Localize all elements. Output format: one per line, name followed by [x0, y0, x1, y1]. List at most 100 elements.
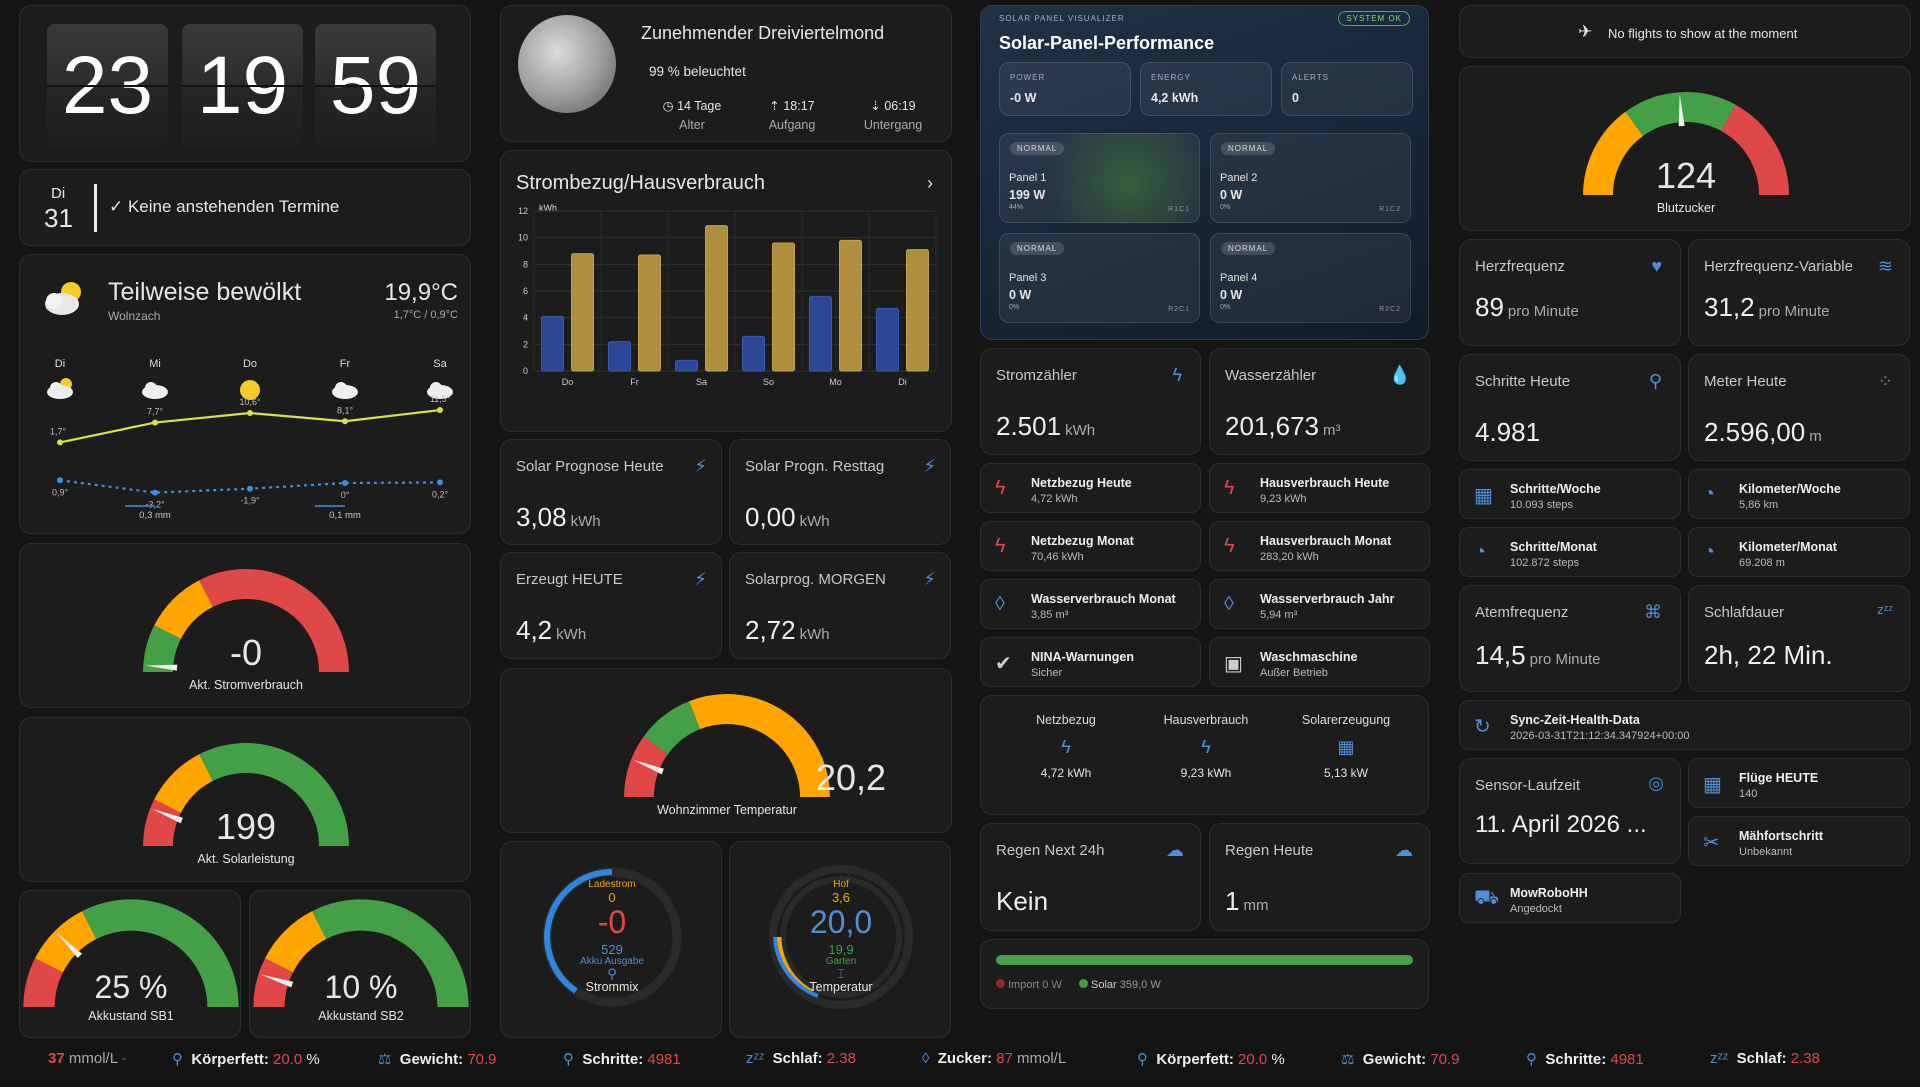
tile-title: Hausverbrauch Monat — [1260, 534, 1392, 548]
health-tile[interactable]: ◔ Kilometer/Monat 69.208 m — [1688, 527, 1910, 577]
pv-stat-energy-label: ENERGY — [1151, 73, 1191, 82]
power-gauge-card[interactable]: -0 Akt. Stromverbrauch — [19, 543, 471, 708]
electricity-meter-label: Stromzähler — [996, 367, 1077, 384]
solar-forecast-tomorrow-unit: kWh — [799, 626, 830, 643]
solar-forecast-rest-unit: kWh — [799, 513, 830, 530]
steps-today-card[interactable]: Schritte Heute ⚲ 4.981 — [1459, 354, 1681, 461]
forecast-low-label: 0,2° — [432, 489, 449, 499]
rain-next-card[interactable]: Regen Next 24h ☁ Kein — [980, 823, 1201, 931]
moon-illumination: 99 % beleuchtet — [649, 64, 746, 79]
flow-solar: Solarerzeugung ▦ 5,13 kW — [1281, 713, 1411, 780]
rain-today-unit: mm — [1243, 897, 1269, 914]
energy-tile[interactable]: ϟ Hausverbrauch Heute 9,23 kWh — [1209, 463, 1430, 513]
x-tick-label: Mo — [829, 377, 842, 387]
ticker-steps-2: ⚲ Schritte: 4981 — [1526, 1050, 1644, 1068]
health-tile[interactable]: ◔ Schritte/Monat 102.872 steps — [1459, 527, 1681, 577]
moon-age-label: Alter — [679, 118, 705, 132]
bar — [638, 254, 661, 372]
import-label: Import — [1008, 979, 1040, 991]
pv-panel-2[interactable]: NORMAL Panel 2 0 W 0% R1C2 — [1210, 133, 1411, 223]
gauge-segment — [154, 754, 214, 814]
temp-garten-value: 19,9 — [828, 942, 854, 957]
health-tile[interactable]: ▦ Schritte/Woche 10.093 steps — [1459, 469, 1681, 519]
temperature-card[interactable]: Hof 3,6 20,0 19,9 Garten ⌶ Temperatur — [729, 841, 951, 1038]
hrv-card[interactable]: Herzfrequenz-Variable ≋ 31,2 pro Minute — [1688, 239, 1910, 346]
solar-forecast-rest-card[interactable]: Solar Progn. Resttag ⚡ 0,00 kWh — [729, 439, 951, 545]
energy-tile[interactable]: ϟ Netzbezug Heute 4,72 kWh — [980, 463, 1201, 513]
flow-grid: Netzbezug ϟ 4,72 kWh — [1001, 713, 1131, 780]
temp-label: Temperatur — [809, 980, 873, 994]
moon-rise-label: Aufgang — [768, 118, 816, 132]
pv-visualizer-card[interactable]: SOLAR PANEL VISUALIZER Solar-Panel-Perfo… — [980, 5, 1429, 340]
meters-today-value: 2.596,00 m — [1704, 417, 1822, 448]
pv-panel-4[interactable]: NORMAL Panel 4 0 W 0% R2C2 — [1210, 233, 1411, 323]
battery-sb1-gauge — [23, 899, 239, 1008]
battery-sb2-card[interactable]: 10 % Akkustand SB2 — [249, 890, 471, 1038]
energy-tile[interactable]: ◊ Wasserverbrauch Jahr 5,94 m³ — [1209, 579, 1430, 629]
gauge-segment — [1583, 111, 1644, 196]
chevron-right-icon[interactable]: › — [927, 173, 933, 193]
moon-card[interactable]: Zunehmender Dreiviertelmond 99 % beleuch… — [500, 5, 952, 142]
energy-tile[interactable]: ϟ Netzbezug Monat 70,46 kWh — [980, 521, 1201, 571]
forecast-low-label: 0,9° — [52, 487, 69, 497]
scale-icon: ⚖ — [1341, 1051, 1355, 1068]
pv-panel-1[interactable]: NORMAL Panel 1 199 W 44% R1C1 — [999, 133, 1200, 223]
power-distribution-card[interactable]: Import 0 W Solar 359,0 W — [980, 939, 1429, 1009]
gauge-segment — [689, 694, 830, 798]
solar-forecast-tomorrow-card[interactable]: Solarprog. MORGEN ⚡ 2,72 kWh — [729, 552, 951, 659]
energy-tile[interactable]: ϟ Hausverbrauch Monat 283,20 kWh — [1209, 521, 1430, 571]
health-tile[interactable]: ▦ Flüge HEUTE 140 — [1688, 758, 1910, 808]
pv-panel-3[interactable]: NORMAL Panel 3 0 W 0% R2C1 — [999, 233, 1200, 323]
tile-title: Wasserverbrauch Jahr — [1260, 592, 1395, 606]
import-dot — [996, 979, 1005, 988]
meters-today-card[interactable]: Meter Heute ⁘ 2.596,00 m — [1688, 354, 1910, 461]
strommix-card[interactable]: Ladestrom 0 -0 529 Akku Ausgabe ⚲ Stromm… — [500, 841, 722, 1038]
rain-cloud-icon: ☁ — [1395, 840, 1413, 860]
energy-chart-card[interactable]: Strombezug/Hausverbrauch › kWh 12 10 8 6 4 2 0 D… — [500, 150, 952, 432]
y-tick-label: 4 — [523, 313, 528, 323]
pv-stat-alerts-label: ALERTS — [1292, 73, 1329, 82]
health-tile[interactable]: ✂ Mähfortschritt Unbekannt — [1688, 816, 1910, 866]
solar-generated-card[interactable]: Erzeugt HEUTE ⚡ 4,2 kWh — [500, 552, 722, 659]
sensor-runtime-value: 11. April 2026 ... — [1475, 811, 1647, 838]
health-tile[interactable]: ↻ Sync-Zeit-Health-Data 2026-03-31T21:12:3… — [1459, 700, 1911, 750]
moon-rise: ⇡ 18:17 Aufgang — [757, 98, 827, 132]
ticker-bodyfat-unit: % — [1271, 1051, 1285, 1068]
energy-tile[interactable]: ▣ Waschmaschine Außer Betrieb — [1209, 637, 1430, 687]
sleep-value: 2h, 22 Min. — [1704, 640, 1833, 670]
battery-sb1-card[interactable]: 25 % Akkustand SB1 — [19, 890, 241, 1038]
water-meter-card[interactable]: Wasserzähler 💧 201,673 m³ — [1209, 348, 1430, 455]
electricity-meter-card[interactable]: Stromzähler ϟ 2.501 kWh — [980, 348, 1201, 455]
pv-panel-3-watts: 0 W — [1009, 288, 1032, 302]
cloud-icon — [427, 382, 453, 399]
tile-icon: ▦ — [1474, 485, 1493, 507]
solar-forecast-today-card[interactable]: Solar Prognose Heute ⚡ 3,08 kWh — [500, 439, 722, 545]
respiration-card[interactable]: Atemfrequenz ⌘ 14,5 pro Minute — [1459, 585, 1681, 692]
weather-card[interactable]: Teilweise bewölkt Wolnzach 19,9°C 1,7°C … — [19, 254, 471, 534]
blood-sugar-card[interactable]: 124 Blutzucker — [1459, 66, 1911, 231]
sensor-runtime-card[interactable]: Sensor-Laufzeit ◎ 11. April 2026 ... — [1459, 758, 1681, 864]
health-tile[interactable]: ◔ Kilometer/Woche 5,86 km — [1688, 469, 1910, 519]
calendar-card[interactable]: Di 31 ✓ Keine anstehenden Termine — [19, 169, 471, 246]
ticker-sleep-1: zᶻᶻ Schlaf: 2.38 — [746, 1050, 856, 1067]
temp-hof-value: 3,6 — [831, 890, 851, 905]
flights-card[interactable]: ✈ No flights to show at the moment — [1459, 5, 1911, 58]
room-temp-gauge-card[interactable]: 20,2 Wohnzimmer Temperatur — [500, 668, 952, 833]
rain-today-card[interactable]: Regen Heute ☁ 1 mm — [1209, 823, 1430, 931]
temp-hof-label: Hof — [833, 879, 849, 890]
tile-subtitle: 102.872 steps — [1510, 557, 1580, 569]
energy-tile[interactable]: ✔ NINA-Warnungen Sicher — [980, 637, 1201, 687]
health-tile[interactable]: ⛟ MowRoboHH Angedockt — [1459, 873, 1681, 923]
import-legend: Import 0 W — [996, 979, 1062, 991]
solar-gauge-card[interactable]: 199 Akt. Solarleistung — [19, 717, 471, 882]
energy-tile[interactable]: ◊ Wasserverbrauch Monat 3,85 m³ — [980, 579, 1201, 629]
moon-age-value: 14 Tage — [677, 99, 722, 113]
heart-rate-card[interactable]: Herzfrequenz ♥ 89 pro Minute — [1459, 239, 1681, 346]
tile-title: Netzbezug Heute — [1031, 476, 1132, 490]
respiration-label: Atemfrequenz — [1475, 604, 1569, 621]
battery-sb2-label: Akkustand SB2 — [318, 1009, 404, 1023]
energy-flow-card[interactable]: Netzbezug ϟ 4,72 kWh Hausverbrauch ϟ 9,2… — [980, 695, 1429, 815]
pv-panel-4-badge: NORMAL — [1221, 242, 1276, 255]
ticker-sleep-value: 2.38 — [826, 1050, 856, 1067]
sleep-card[interactable]: Schlafdauer zᶻᶻ 2h, 22 Min. — [1688, 585, 1910, 692]
